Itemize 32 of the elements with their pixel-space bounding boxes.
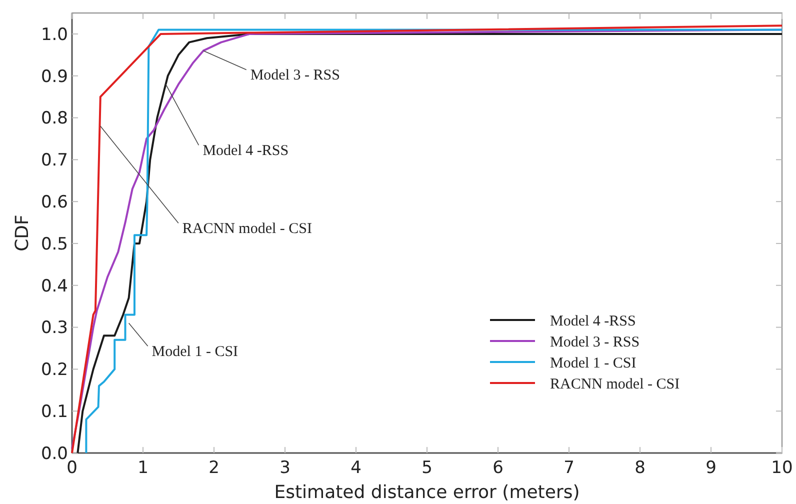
y-tick-label: 0.5 (40, 234, 68, 254)
x-tick-label: 0 (66, 458, 78, 478)
y-tick-label: 0.7 (40, 150, 68, 171)
annotation: Model 4 -RSS (202, 143, 289, 160)
y-tick-label: 0.4 (40, 276, 68, 296)
x-tick-label: 1 (138, 458, 148, 478)
y-tick-label: 0.9 (40, 66, 68, 87)
y-tick-label: 0.0 (40, 444, 68, 464)
x-tick-label: 10 (771, 458, 793, 478)
x-tick-label: 7 (564, 458, 574, 478)
y-tick-label: 0.8 (40, 108, 68, 129)
y-tick-label: 0.3 (40, 318, 68, 338)
annotation: Model 3 - RSS (250, 68, 340, 84)
x-tick-label: 2 (208, 458, 220, 478)
legend-label: Model 1 - CSI (550, 355, 636, 372)
y-tick-label: 0.6 (40, 192, 68, 213)
x-tick-label: 6 (492, 458, 504, 478)
x-tick-label: 8 (634, 458, 646, 478)
y-tick-label: 1.0 (40, 24, 68, 45)
annotation: RACNN model - CSI (182, 221, 312, 238)
x-tick-label: 9 (706, 458, 716, 478)
legend-label: RACNN model - CSI (550, 376, 680, 392)
x-axis-title: Estimated distance error (meters) (274, 482, 580, 503)
y-tick-label: 0.2 (40, 360, 68, 380)
x-tick-label: 3 (280, 458, 290, 478)
legend-label: Model 4 -RSS (550, 313, 636, 330)
x-tick-label: 4 (350, 458, 362, 478)
legend-label: Model 3 - RSS (550, 334, 640, 350)
y-axis-title: CDF (12, 214, 33, 252)
x-tick-label: 5 (422, 458, 432, 478)
annotation: Model 1 - CSI (152, 344, 238, 360)
y-tick-label: 0.1 (40, 402, 68, 422)
